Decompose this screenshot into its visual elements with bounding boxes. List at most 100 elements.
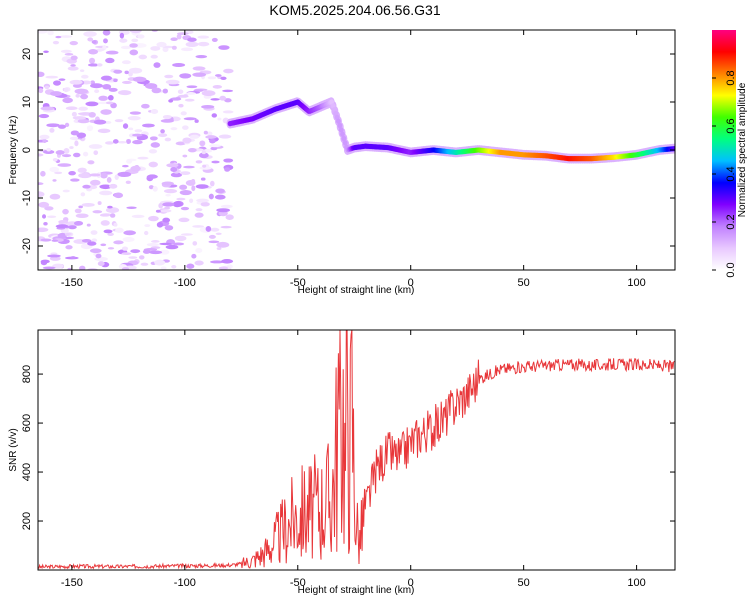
noise-blob — [52, 40, 60, 45]
noise-blob — [150, 142, 161, 148]
noise-blob — [90, 230, 98, 235]
noise-blob — [146, 243, 159, 247]
x-tick-label: 100 — [627, 277, 645, 289]
noise-blob — [49, 256, 61, 261]
noise-blob — [100, 172, 108, 179]
noise-blob — [192, 241, 198, 246]
noise-blob — [164, 74, 174, 79]
noise-blob — [156, 41, 167, 48]
noise-blob — [171, 264, 177, 269]
noise-blob — [172, 62, 186, 68]
noise-blob — [128, 256, 138, 259]
noise-blob — [121, 80, 132, 84]
snr-y-ticks: 200 400 600 800 — [21, 365, 675, 530]
noise-blob — [223, 158, 234, 163]
noise-blob — [64, 122, 70, 127]
noise-blob — [184, 98, 195, 102]
noise-blob — [149, 250, 163, 255]
noise-blob — [113, 192, 124, 199]
noise-blob — [88, 49, 99, 55]
noise-blob — [160, 266, 167, 270]
noise-blob — [38, 227, 49, 233]
noise-blob — [94, 89, 100, 94]
colorbar-tick-label: 0.0 — [725, 262, 737, 277]
noise-blob — [122, 123, 129, 129]
noise-blob — [201, 150, 206, 155]
noise-blob — [177, 89, 184, 94]
noise-blob — [42, 149, 55, 155]
noise-blob — [160, 119, 175, 123]
noise-blob — [54, 171, 63, 175]
noise-blob — [40, 259, 50, 264]
noise-blob — [70, 55, 78, 61]
noise-blob — [191, 253, 197, 259]
noise-blob — [217, 117, 222, 121]
noise-blob — [186, 263, 195, 269]
noise-blob — [95, 253, 102, 259]
snr-plot-area — [38, 330, 675, 570]
noise-blob — [108, 183, 118, 189]
noise-blob — [216, 241, 230, 248]
noise-blob — [105, 101, 114, 105]
noise-blob — [211, 37, 218, 42]
noise-blob — [64, 53, 74, 56]
noise-blob — [178, 217, 190, 223]
noise-blob — [117, 140, 127, 144]
noise-blob — [171, 45, 177, 50]
noise-blob — [220, 204, 233, 209]
noise-blob — [55, 224, 69, 229]
noise-blob — [164, 225, 174, 231]
signal-core — [340, 131, 345, 137]
noise-blob — [90, 83, 103, 89]
noise-blob — [195, 160, 203, 164]
noise-blob — [69, 79, 83, 85]
y-tick-label: -20 — [21, 238, 33, 254]
x-tick-label: 50 — [518, 277, 530, 289]
noise-blob — [214, 194, 226, 200]
noise-blob — [200, 201, 210, 207]
y-tick-label: 0 — [21, 147, 33, 153]
noise-blob — [106, 177, 112, 183]
noise-blob — [63, 236, 75, 240]
noise-blob — [99, 190, 113, 196]
colorbar-ticks: 0.0 0.2 0.4 0.6 0.8 — [712, 70, 737, 278]
noise-blob — [191, 185, 196, 192]
noise-blob — [177, 94, 189, 98]
noise-blob — [200, 177, 206, 181]
noise-blob — [140, 262, 149, 266]
noise-blob — [79, 69, 85, 73]
noise-blob — [85, 101, 99, 107]
y-tick-label: -10 — [21, 190, 33, 206]
noise-blob — [83, 31, 97, 37]
noise-blob — [182, 125, 189, 130]
noise-blob — [150, 109, 159, 115]
noise-blob — [221, 259, 234, 264]
noise-blob — [170, 127, 178, 131]
noise-blob — [45, 75, 59, 79]
noise-blob — [218, 45, 230, 50]
noise-blob — [38, 114, 50, 119]
noise-blob — [69, 146, 74, 149]
noise-blob — [134, 129, 143, 133]
x-tick-label: -100 — [174, 577, 196, 589]
noise-blob — [155, 209, 161, 213]
noise-blob — [138, 54, 148, 60]
noise-blob — [202, 164, 207, 168]
noise-blob — [197, 35, 210, 39]
noise-blob — [209, 144, 222, 148]
colorbar-gradient — [712, 30, 736, 270]
noise-blob — [72, 116, 87, 120]
noise-blob — [108, 87, 118, 92]
noise-blob — [128, 127, 134, 131]
noise-blob — [197, 41, 210, 47]
noise-blob — [168, 99, 174, 103]
noise-blob — [62, 208, 69, 215]
noise-blob — [132, 139, 143, 145]
noise-blob — [102, 83, 112, 90]
noise-blob — [58, 219, 69, 224]
noise-blob — [87, 63, 99, 67]
noise-blob — [57, 232, 68, 239]
noise-blob — [67, 66, 79, 71]
noise-blob — [159, 242, 172, 246]
